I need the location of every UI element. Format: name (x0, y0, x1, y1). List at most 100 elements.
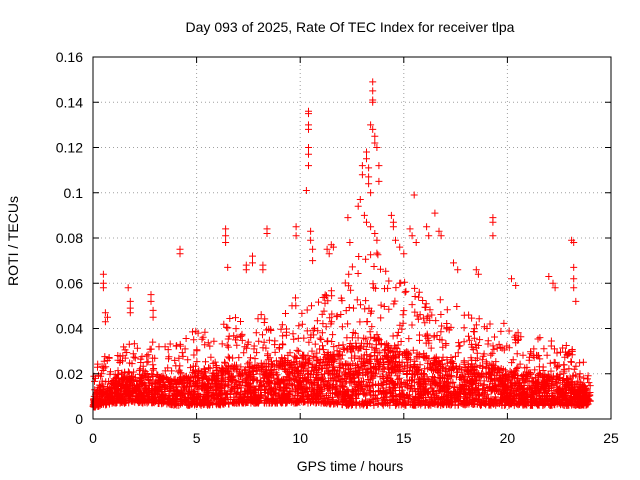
data-point (572, 362, 580, 370)
data-point (337, 311, 345, 318)
data-point (398, 325, 406, 333)
data-point (400, 250, 408, 258)
data-point (559, 344, 567, 352)
data-point (454, 266, 462, 274)
data-point (534, 335, 542, 343)
data-point (318, 397, 326, 405)
data-point (339, 365, 347, 373)
data-point (95, 371, 102, 379)
data-point (319, 365, 327, 373)
data-point (193, 346, 201, 354)
data-point (188, 400, 196, 408)
data-point (235, 378, 243, 385)
data-point (430, 333, 438, 341)
data-point (229, 354, 237, 362)
data-point (510, 395, 518, 403)
data-point (260, 338, 268, 346)
data-point (206, 364, 214, 372)
data-point (291, 352, 299, 360)
data-point (421, 365, 429, 373)
data-point (138, 374, 146, 382)
data-point (195, 376, 203, 384)
data-point (395, 374, 403, 382)
data-point (391, 342, 399, 350)
data-point (242, 378, 250, 386)
data-point (204, 339, 212, 347)
data-point (120, 343, 128, 351)
data-point (290, 335, 298, 343)
data-point (519, 376, 527, 384)
data-point (338, 323, 346, 331)
data-point (487, 351, 495, 359)
data-point (369, 374, 377, 382)
data-point (513, 365, 521, 372)
data-point (488, 387, 496, 395)
data-point (315, 388, 323, 396)
data-point (521, 388, 529, 395)
data-point (554, 372, 562, 380)
data-point (144, 393, 152, 401)
data-point (212, 389, 220, 397)
data-point (265, 378, 273, 386)
data-point (363, 218, 370, 226)
data-point (351, 329, 359, 337)
data-point (305, 144, 312, 151)
data-point (384, 373, 392, 381)
data-point (266, 354, 274, 362)
data-point (569, 379, 577, 387)
data-point (534, 352, 542, 360)
data-point (540, 373, 548, 381)
y-tick-label: 0.04 (56, 321, 83, 337)
data-point (322, 323, 330, 331)
data-point (438, 322, 446, 330)
data-point (382, 267, 390, 275)
data-point (314, 369, 322, 377)
data-point (292, 385, 299, 393)
data-point (360, 362, 368, 369)
data-point (142, 384, 150, 392)
data-point (257, 311, 265, 319)
data-point (218, 385, 226, 393)
data-point (489, 342, 497, 350)
data-point (148, 399, 156, 407)
data-point (430, 356, 438, 364)
data-point (352, 343, 360, 351)
data-point (426, 316, 434, 324)
data-point (238, 398, 246, 406)
data-point (175, 366, 183, 374)
data-point (319, 346, 327, 354)
data-point (293, 366, 301, 374)
data-point (454, 401, 462, 409)
data-point (149, 306, 157, 314)
data-point (264, 350, 272, 358)
data-point (393, 363, 401, 371)
data-point (570, 275, 578, 283)
data-point (467, 379, 475, 387)
data-point (472, 321, 480, 329)
data-point (90, 397, 98, 405)
data-point (194, 393, 202, 401)
data-point (345, 304, 353, 311)
data-point (164, 346, 172, 354)
data-point (504, 376, 512, 384)
data-point (263, 373, 271, 381)
data-point (123, 389, 131, 397)
data-point (140, 390, 148, 398)
data-point (460, 374, 468, 382)
data-point (511, 387, 519, 395)
data-point (360, 390, 368, 398)
data-point (429, 388, 437, 396)
data-point (550, 358, 558, 366)
y-tick-label: 0.1 (64, 185, 84, 201)
data-point (329, 243, 337, 251)
data-point (324, 384, 332, 392)
data-point (176, 362, 184, 370)
data-point (176, 250, 184, 258)
data-point (563, 378, 571, 386)
data-point (390, 363, 398, 371)
data-point (237, 318, 244, 325)
data-point (178, 349, 186, 357)
data-point (366, 399, 374, 407)
data-point (354, 202, 362, 210)
data-point (523, 392, 530, 400)
